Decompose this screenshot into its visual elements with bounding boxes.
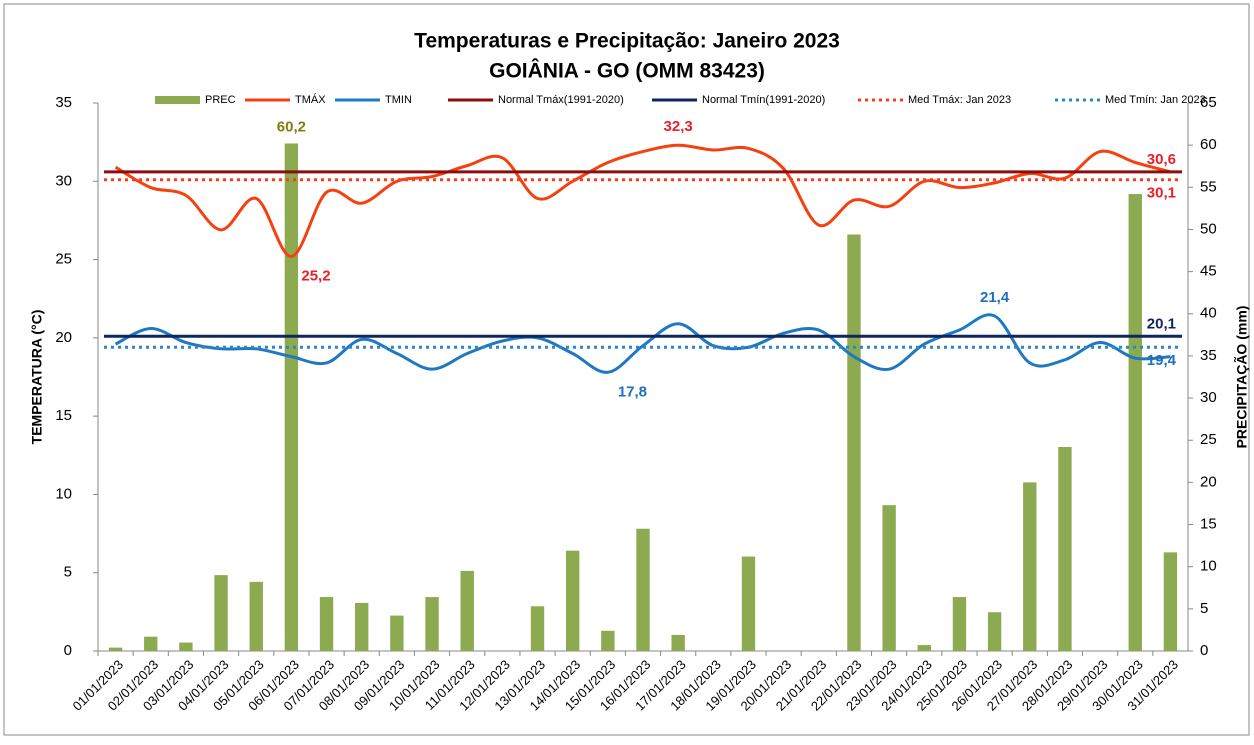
y-axis-title: TEMPERATURA (°C) (29, 310, 45, 445)
y-tick-label: 10 (55, 485, 72, 502)
y2-tick-label: 20 (1200, 473, 1217, 490)
y2-tick-label: 25 (1200, 431, 1217, 448)
bar (249, 581, 263, 651)
y-tick-label: 25 (55, 251, 72, 268)
data-label: 21,4 (980, 289, 1010, 306)
y2-tick-label: 40 (1200, 305, 1217, 322)
y2-tick-label: 45 (1200, 263, 1217, 280)
reference-label: 30,1 (1147, 185, 1176, 202)
bar (144, 636, 158, 651)
legend-label: PREC (205, 94, 236, 106)
bar (108, 647, 123, 651)
legend-label: TMIN (385, 94, 412, 106)
y2-tick-label: 55 (1200, 178, 1217, 195)
bar (601, 630, 615, 651)
legend-label: TMÁX (295, 93, 326, 106)
bar (987, 612, 1002, 651)
y2-tick-label: 5 (1200, 600, 1208, 617)
chart-subtitle: GOIÂNIA - GO (OMM 83423) (489, 59, 765, 83)
bar (882, 505, 896, 651)
legend-label: Med Tmáx: Jan 2023 (908, 94, 1011, 106)
bar (917, 645, 931, 651)
y2-tick-label: 35 (1200, 347, 1217, 364)
bar (847, 234, 861, 651)
bar (530, 606, 545, 651)
y2-tick-label: 30 (1200, 389, 1217, 406)
bar (179, 642, 193, 651)
bar (741, 556, 756, 651)
bar (214, 575, 228, 651)
bar (460, 570, 474, 651)
bar (355, 602, 369, 651)
y-tick-label: 20 (55, 329, 72, 346)
legend-label: Normal Tmín(1991-2020) (702, 94, 825, 106)
y-tick-label: 15 (55, 407, 72, 424)
bar (1023, 482, 1037, 651)
y2-tick-label: 65 (1200, 94, 1217, 111)
y-tick-label: 35 (55, 94, 72, 111)
bar (425, 597, 439, 651)
bar (952, 597, 967, 651)
y2-tick-label: 60 (1200, 136, 1217, 153)
legend-label: Med Tmín: Jan 2023 (1105, 94, 1206, 106)
legend-swatch (155, 96, 200, 104)
y2-tick-label: 15 (1200, 516, 1217, 533)
reference-label: 30,6 (1147, 151, 1176, 168)
bar (1058, 446, 1072, 651)
chart-frame (3, 3, 1250, 736)
reference-label: 20,1 (1147, 315, 1176, 332)
data-label: 32,3 (664, 118, 693, 135)
data-label: 25,2 (301, 267, 330, 284)
chart-title: Temperaturas e Precipitação: Janeiro 202… (414, 30, 840, 53)
y2-axis-title: PRECIPITAÇÃO (mm) (1233, 306, 1250, 449)
bar (390, 615, 404, 651)
bar (671, 634, 685, 651)
y-tick-label: 30 (55, 172, 72, 189)
bar (1128, 194, 1142, 651)
y2-tick-label: 0 (1200, 642, 1208, 659)
bar (565, 550, 580, 651)
y2-tick-label: 10 (1200, 558, 1217, 575)
data-label: 60,2 (277, 118, 306, 135)
line (114, 313, 1171, 374)
line (114, 143, 1171, 258)
y-tick-label: 5 (64, 564, 72, 581)
bar (636, 528, 650, 651)
y2-tick-label: 50 (1200, 220, 1217, 237)
reference-label: 19,4 (1147, 352, 1177, 369)
bar (284, 143, 299, 651)
legend-label: Normal Tmáx(1991-2020) (498, 94, 624, 106)
y-tick-label: 0 (64, 642, 72, 659)
data-label: 17,8 (618, 383, 647, 400)
bar (1163, 552, 1178, 651)
bar (319, 597, 334, 651)
